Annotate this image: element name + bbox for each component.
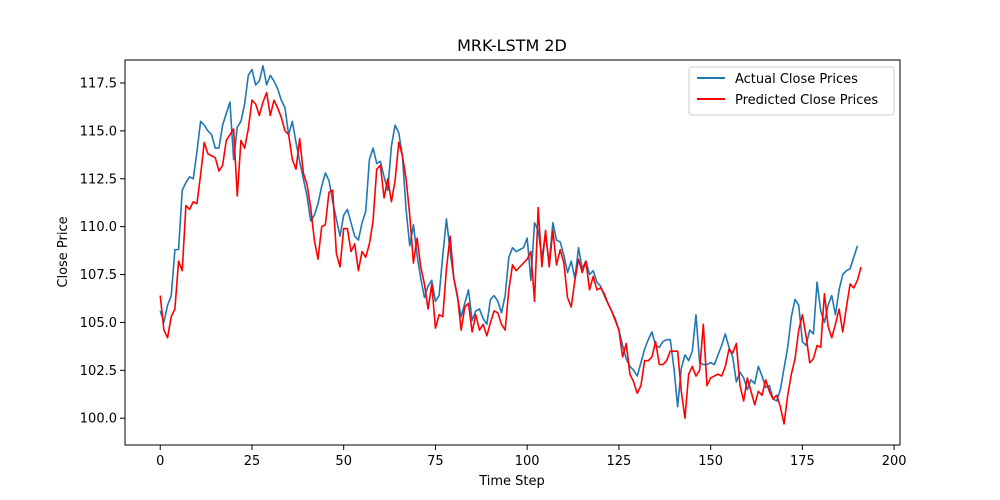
x-tick-label: 125 [607, 454, 632, 469]
y-axis: 100.0 102.5 105.0 107.5 110.0 112.5 115.0 117.5 [80, 76, 125, 427]
actual-close-prices-line [159, 64, 859, 408]
y-tick-label: 115.0 [80, 124, 117, 139]
y-tick-label: 100.0 [80, 412, 117, 427]
y-tick-label: 102.5 [80, 364, 117, 379]
legend-label-actual: Actual Close Prices [735, 72, 858, 87]
x-tick-label: 175 [790, 454, 815, 469]
series-layer [159, 64, 862, 425]
x-tick-label: 25 [244, 454, 261, 469]
chart-title: MRK-LSTM 2D [457, 36, 567, 55]
y-axis-title: Close Price [56, 216, 71, 287]
legend: Actual Close Prices Predicted Close Pric… [688, 66, 895, 116]
legend-label-predicted: Predicted Close Prices [735, 93, 878, 108]
x-tick-label: 75 [427, 454, 444, 469]
x-axis: 0 25 50 75 100 125 150 175 200 [156, 445, 907, 469]
x-tick-label: 0 [156, 454, 164, 469]
y-tick-label: 105.0 [80, 316, 117, 331]
y-tick-label: 117.5 [80, 76, 117, 91]
y-tick-label: 107.5 [80, 268, 117, 283]
x-axis-title: Time Step [478, 474, 545, 489]
y-tick-label: 110.0 [80, 220, 117, 235]
x-tick-label: 200 [882, 454, 907, 469]
y-tick-label: 112.5 [80, 172, 117, 187]
plot-area [124, 59, 901, 446]
x-tick-label: 100 [515, 454, 540, 469]
predicted-close-prices-line [159, 91, 862, 425]
legend-box [688, 66, 895, 116]
x-tick-label: 150 [698, 454, 723, 469]
x-tick-label: 50 [335, 454, 352, 469]
